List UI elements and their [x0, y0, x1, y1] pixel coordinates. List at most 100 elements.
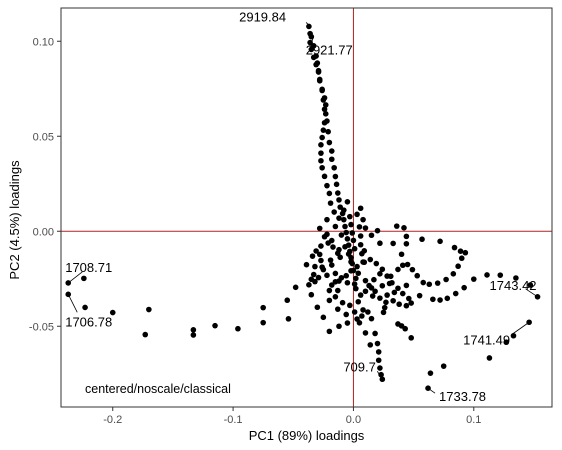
data-point: [260, 304, 266, 311]
data-point: [374, 340, 381, 347]
data-point: [398, 251, 405, 258]
data-point: [336, 197, 342, 203]
data-point: [451, 244, 458, 251]
y-tick-label: 0.05: [33, 131, 54, 143]
data-point: [326, 328, 333, 335]
data-point: [212, 322, 218, 329]
data-point: [343, 272, 350, 279]
data-point: [338, 232, 345, 238]
data-point: [368, 232, 375, 239]
data-point: [404, 261, 411, 268]
data-point: [347, 213, 353, 220]
data-point: [324, 182, 330, 189]
data-point: [343, 229, 350, 236]
data-point: [391, 289, 398, 296]
label-leader-line: [376, 371, 383, 380]
point-label: 2919.84: [239, 9, 286, 24]
data-point: [313, 53, 319, 59]
label-leader-line: [525, 288, 538, 298]
data-point: [344, 320, 351, 326]
data-point: [306, 23, 312, 30]
data-point: [292, 284, 299, 291]
data-point: [326, 297, 333, 304]
data-point: [390, 240, 396, 247]
data-point: [384, 292, 390, 298]
data-point: [408, 335, 414, 341]
data-point: [365, 309, 371, 315]
data-point: [324, 118, 330, 124]
data-point: [336, 215, 342, 221]
method-annotation: centered/noscale/classical: [85, 382, 231, 396]
data-point: [367, 256, 374, 263]
data-point: [316, 251, 323, 258]
data-point: [350, 267, 357, 274]
data-point: [437, 297, 443, 303]
data-point: [380, 309, 387, 316]
data-point: [434, 280, 441, 286]
data-point: [333, 181, 340, 188]
data-point: [377, 271, 383, 277]
data-point: [375, 357, 382, 364]
data-point: [310, 43, 317, 49]
data-point: [351, 281, 358, 287]
data-point: [353, 275, 359, 282]
data-point: [470, 276, 477, 282]
data-point: [366, 282, 372, 289]
y-axis-title: PC2 (4.5%) loadings: [7, 160, 22, 280]
data-point: [377, 240, 383, 247]
data-point: [328, 148, 335, 154]
data-point: [322, 102, 329, 108]
data-point: [320, 97, 327, 103]
data-point: [334, 190, 341, 196]
data-point: [513, 275, 519, 281]
data-point: [378, 371, 384, 378]
data-point: [348, 221, 354, 228]
data-point: [334, 306, 341, 312]
data-point: [353, 285, 359, 292]
data-point: [308, 276, 315, 283]
data-point: [383, 299, 389, 306]
data-point: [316, 225, 323, 232]
data-point: [399, 262, 406, 269]
data-point: [324, 272, 330, 279]
data-point: [142, 331, 149, 338]
data-point: [377, 295, 383, 301]
data-point: [325, 128, 331, 135]
data-point: [351, 309, 358, 315]
data-point: [414, 272, 421, 279]
data-point: [354, 263, 360, 270]
data-point: [313, 248, 319, 254]
data-point: [315, 67, 322, 74]
data-point: [315, 274, 322, 281]
data-point: [327, 200, 334, 206]
data-point: [462, 249, 469, 256]
data-point: [344, 236, 351, 242]
data-point: [334, 287, 341, 294]
data-point: [332, 270, 339, 277]
data-point: [408, 300, 414, 306]
label-leader-line: [427, 387, 436, 394]
data-point: [319, 134, 325, 141]
data-point: [440, 363, 447, 369]
data-point: [306, 282, 312, 288]
x-tick-label: 0.1: [466, 414, 481, 426]
data-point: [320, 314, 327, 321]
data-point: [357, 205, 364, 212]
point-label: 1706.78: [65, 314, 112, 329]
data-point: [328, 262, 335, 268]
data-point: [332, 223, 339, 230]
data-point: [403, 240, 410, 247]
data-point: [146, 306, 152, 313]
data-point: [360, 216, 366, 223]
data-point: [379, 282, 386, 289]
data-point: [347, 302, 353, 309]
data-point: [332, 173, 339, 180]
data-point: [344, 199, 351, 205]
data-points: [65, 23, 541, 391]
data-point: [399, 290, 406, 297]
data-point: [318, 157, 324, 164]
data-point: [455, 263, 461, 270]
reference-lines: [61, 8, 552, 407]
data-point: [328, 282, 335, 288]
data-point: [395, 321, 401, 327]
